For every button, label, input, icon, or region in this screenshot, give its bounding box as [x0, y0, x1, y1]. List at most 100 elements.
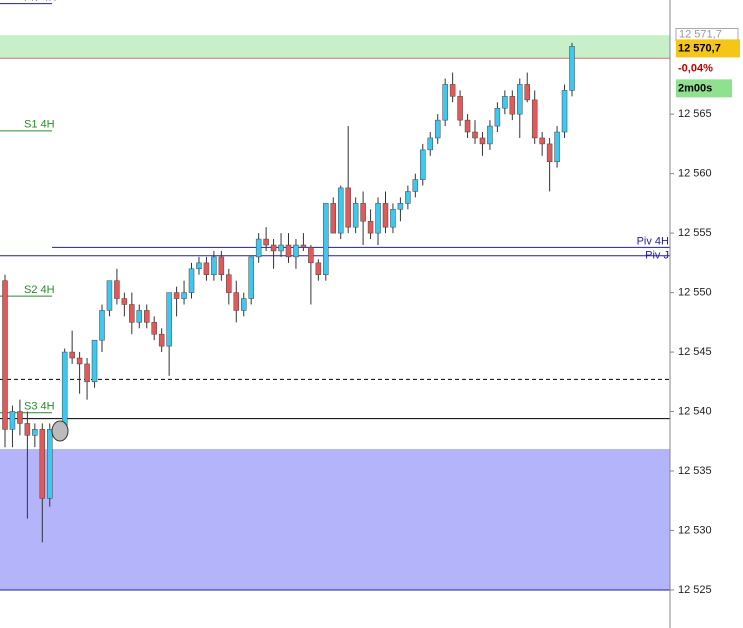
candle-body — [360, 203, 366, 222]
candle-body — [449, 84, 456, 97]
level-label: Piv 4H — [24, 0, 56, 3]
candle-body — [106, 280, 113, 311]
candle-body — [32, 429, 38, 436]
candle-body — [352, 203, 359, 228]
timer-label: 2m00s — [678, 82, 712, 94]
candle-body — [412, 179, 419, 192]
candle-body — [502, 96, 508, 109]
candle-body — [367, 220, 374, 234]
level-label: Piv J — [645, 250, 669, 262]
y-tick-label: 12 540 — [678, 405, 712, 417]
candle-body — [181, 292, 187, 299]
y-tick-label: 12 545 — [678, 346, 712, 358]
candle-body — [434, 119, 441, 139]
y-tick-label: 12 530 — [678, 524, 712, 536]
candle-body — [47, 429, 53, 499]
y-tick-label: 12 565 — [678, 108, 712, 120]
candle-body — [226, 274, 232, 293]
candle-body — [136, 310, 143, 323]
candle-body — [554, 131, 560, 163]
candle-body — [76, 357, 83, 365]
candle-body — [375, 203, 381, 234]
candle-body — [442, 84, 448, 121]
candle-body — [255, 238, 262, 258]
candle-body — [569, 46, 575, 91]
last-tag-label: 12 570,7 — [678, 42, 721, 54]
candle-body — [382, 203, 389, 228]
candle-body — [151, 322, 157, 335]
candle-body — [69, 351, 75, 359]
candle-body — [337, 187, 344, 234]
candle-body — [323, 203, 329, 276]
candle-body — [390, 209, 396, 228]
candle-body — [218, 256, 225, 275]
candle-body — [546, 143, 553, 163]
candle-body — [263, 238, 269, 246]
level-label: S3 4H — [24, 401, 55, 413]
candle-body — [308, 247, 314, 264]
zone — [0, 449, 671, 591]
candle-body — [405, 191, 411, 204]
candle-body — [91, 339, 98, 383]
y-tick-label: 12 560 — [678, 168, 712, 180]
candle-body — [561, 90, 568, 133]
candle-body — [129, 304, 135, 323]
candle-body — [479, 137, 486, 145]
candle-body — [99, 310, 105, 341]
candle-body — [300, 244, 307, 248]
candle-body — [457, 96, 463, 121]
candle-body — [487, 125, 493, 145]
candle-body — [39, 429, 46, 499]
candle-body — [84, 363, 90, 383]
candle-body — [144, 310, 150, 323]
candle-body — [173, 292, 180, 299]
y-tick-label: 12 535 — [678, 465, 712, 477]
candle-body — [233, 292, 240, 311]
candle-body — [285, 244, 292, 258]
candle-body — [397, 203, 404, 210]
candle-body — [61, 351, 68, 434]
candle-body — [9, 411, 16, 430]
level-label: S1 4H — [24, 119, 55, 131]
candle-body — [270, 244, 277, 252]
candle-body — [427, 137, 433, 151]
candle-body — [121, 298, 128, 305]
candle-body — [248, 256, 254, 299]
high-tag-label: 12 571,7 — [679, 28, 722, 40]
change-label: -0,04% — [678, 62, 713, 74]
level-label: S2 4H — [24, 284, 55, 296]
candle-body — [17, 411, 23, 424]
candle-body — [315, 262, 322, 275]
candle-body — [166, 292, 172, 347]
last-tag — [676, 39, 740, 58]
candle-body — [188, 268, 195, 293]
candle-body — [524, 84, 530, 101]
candle-body — [196, 262, 202, 270]
candle-body — [345, 187, 351, 228]
candle-body — [464, 119, 471, 133]
y-tick-label: 12 525 — [678, 584, 712, 596]
y-tick-label: 12 555 — [678, 227, 712, 239]
candle-body — [330, 203, 337, 234]
candle-body — [472, 131, 478, 139]
candle-body — [293, 244, 299, 258]
candle-body — [240, 298, 247, 311]
candle-body — [509, 96, 516, 115]
marker-circle — [51, 420, 69, 442]
timer-bg — [676, 79, 732, 98]
candle-body — [531, 99, 538, 139]
candle-body — [114, 280, 120, 299]
candle-body — [278, 244, 284, 252]
candle-body — [203, 262, 210, 275]
candle-body — [494, 107, 501, 127]
candle-body — [24, 423, 31, 436]
level-label: Piv 4H — [637, 235, 669, 247]
candle-body — [211, 256, 217, 275]
candle-body — [420, 149, 426, 180]
candle-body — [2, 280, 8, 430]
y-tick-label: 12 550 — [678, 286, 712, 298]
candle-body — [158, 333, 165, 347]
candle-body — [539, 137, 545, 145]
candle-body — [517, 84, 523, 115]
